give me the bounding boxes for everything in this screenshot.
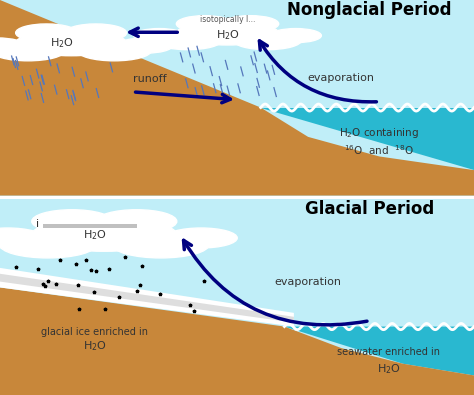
Ellipse shape — [32, 218, 177, 251]
Text: $^{16}$O  and  $^{18}$O: $^{16}$O and $^{18}$O — [344, 144, 414, 158]
Text: evaporation: evaporation — [308, 73, 375, 83]
Ellipse shape — [176, 16, 233, 32]
Text: i: i — [36, 219, 39, 229]
Ellipse shape — [118, 38, 173, 53]
Ellipse shape — [0, 228, 44, 248]
Text: H$_2$O: H$_2$O — [377, 363, 401, 376]
Ellipse shape — [270, 28, 321, 43]
Polygon shape — [284, 327, 474, 375]
Text: H$_2$O containing: H$_2$O containing — [339, 126, 419, 140]
Text: evaporation: evaporation — [274, 276, 342, 287]
Polygon shape — [0, 288, 474, 395]
Text: isotopically l...: isotopically l... — [200, 15, 255, 24]
Ellipse shape — [65, 24, 127, 42]
Ellipse shape — [16, 30, 127, 56]
Text: H$_2$O: H$_2$O — [50, 36, 73, 50]
Ellipse shape — [77, 40, 151, 61]
Ellipse shape — [96, 210, 177, 233]
Ellipse shape — [0, 231, 96, 258]
Ellipse shape — [176, 21, 279, 45]
Text: glacial ice enriched in: glacial ice enriched in — [41, 327, 148, 337]
Ellipse shape — [233, 31, 301, 50]
Text: H$_2$O: H$_2$O — [216, 28, 239, 42]
Ellipse shape — [165, 228, 237, 248]
Text: H$_2$O: H$_2$O — [83, 228, 107, 242]
Text: runoff: runoff — [133, 74, 166, 84]
Ellipse shape — [16, 24, 77, 42]
Ellipse shape — [0, 38, 25, 53]
Polygon shape — [0, 0, 474, 196]
Polygon shape — [0, 268, 294, 327]
Ellipse shape — [112, 231, 209, 258]
Text: H$_2$O: H$_2$O — [83, 339, 107, 353]
Polygon shape — [261, 107, 474, 170]
Ellipse shape — [0, 40, 65, 61]
Text: Nonglacial Period: Nonglacial Period — [287, 1, 452, 19]
Text: seawater enriched in: seawater enriched in — [337, 347, 440, 357]
Polygon shape — [0, 274, 294, 323]
Text: Glacial Period: Glacial Period — [305, 200, 434, 218]
Ellipse shape — [32, 210, 112, 233]
Ellipse shape — [222, 16, 279, 32]
FancyBboxPatch shape — [43, 224, 137, 228]
Ellipse shape — [154, 31, 222, 50]
Ellipse shape — [134, 28, 185, 43]
